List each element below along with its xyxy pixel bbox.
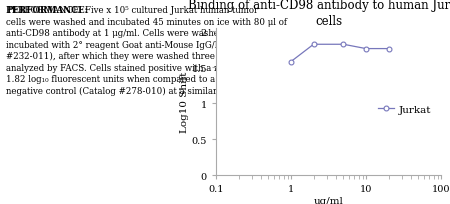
X-axis label: ug/ml: ug/ml	[314, 196, 343, 204]
Title: Binding of anti-CD98 antibody to human Jurkat
cells: Binding of anti-CD98 antibody to human J…	[188, 0, 450, 27]
Jurkat	[386, 48, 391, 51]
Jurkat	[288, 61, 294, 63]
Text: PERFORMANCE: Five x 10⁵ cultured Jurkat human tumor
cells were washed and incuba: PERFORMANCE: Five x 10⁵ cultured Jurkat …	[6, 6, 287, 95]
Line: Jurkat: Jurkat	[288, 43, 391, 65]
Jurkat	[311, 44, 316, 46]
Legend: Jurkat: Jurkat	[374, 101, 436, 118]
Text: PERFORMANCE:: PERFORMANCE:	[6, 6, 88, 15]
Jurkat	[363, 48, 369, 51]
Y-axis label: Log10 Shift: Log10 Shift	[180, 71, 189, 133]
Jurkat	[341, 44, 346, 46]
